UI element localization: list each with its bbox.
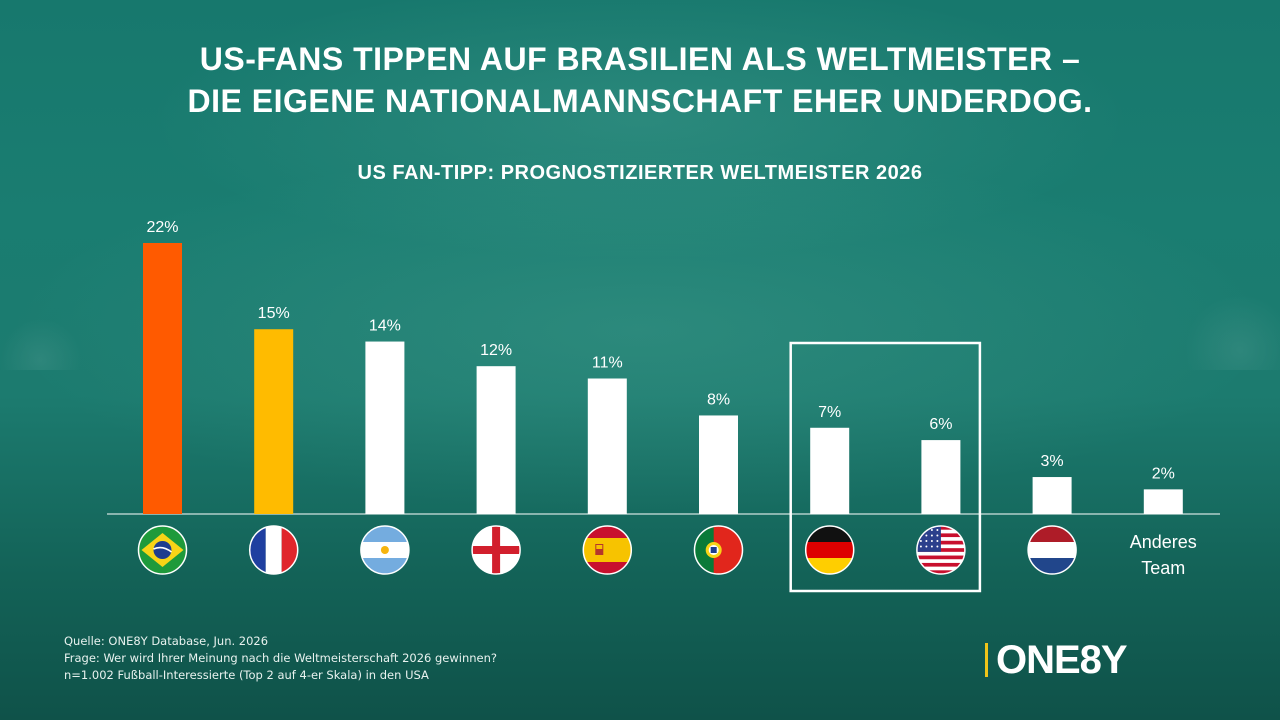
category-label-team: Team [1141, 558, 1185, 578]
brand-logo: ONE8Y [985, 637, 1128, 682]
value-label-frankreich: 15% [258, 305, 290, 322]
value-label-usa: 6% [929, 416, 952, 433]
value-label-england: 12% [480, 342, 512, 359]
highlight-box [789, 341, 982, 593]
chart-title: US FAN-TIPP: PROGNOSTIZIERTER WELTMEISTE… [357, 162, 923, 184]
sample-note: n=1.002 Fußball-Interessierte (Top 2 auf… [64, 668, 429, 682]
bar-portugal [699, 415, 738, 514]
value-label-argentinien: 14% [369, 318, 401, 335]
value-label-anderes-team: 2% [1152, 465, 1175, 482]
value-label-brasilien: 22% [146, 219, 178, 236]
question-note: Frage: Wer wird Ihrer Meinung nach die W… [64, 651, 498, 665]
flag-portugal-icon [693, 525, 744, 575]
flag-argentina-icon [360, 525, 410, 575]
bar-brasilien [143, 243, 182, 514]
flag-france-icon [248, 525, 299, 575]
headline-line-1: US-FANS TIPPEN AUF BRASILIEN ALS WELTMEI… [199, 41, 1081, 77]
headline-line-2: DIE EIGENE NATIONALMANNSCHAFT EHER UNDER… [187, 83, 1093, 119]
headline: US-FANS TIPPEN AUF BRASILIEN ALS WELTMEI… [0, 38, 1280, 122]
footer-notes: Quelle: ONE8Y Database, Jun. 2026 Frage:… [64, 633, 497, 684]
flag-usa-icon [916, 525, 966, 575]
bar-spanien [587, 378, 627, 514]
flag-brazil-icon [137, 525, 188, 575]
flag-spain-icon [582, 525, 633, 575]
bar-chart: 22% 15% 14% 12% 11% 8% 7% 6% 3% 2% Anderes Team [137, 219, 1197, 593]
brand-accent-bar [985, 643, 988, 677]
flag-england-icon [471, 525, 521, 575]
value-label-spanien: 11% [592, 355, 623, 372]
bar-england [476, 366, 516, 514]
source-note: Quelle: ONE8Y Database, Jun. 2026 [64, 634, 269, 648]
value-label-deutschland: 7% [818, 404, 841, 421]
value-label-portugal: 8% [707, 391, 730, 408]
value-label-niederlande: 3% [1041, 453, 1064, 470]
flag-netherlands-icon [1027, 525, 1077, 575]
bar-niederlande [1032, 477, 1072, 514]
bar-anderes-team [1143, 489, 1183, 514]
bar-deutschland [810, 427, 850, 514]
bar-frankreich [254, 329, 294, 514]
category-label-anderes: Anderes [1130, 532, 1197, 552]
bar-usa [921, 440, 961, 514]
brand-name: ONE8Y [996, 637, 1128, 682]
bar-argentinien [365, 341, 405, 514]
flag-germany-icon [804, 525, 855, 575]
